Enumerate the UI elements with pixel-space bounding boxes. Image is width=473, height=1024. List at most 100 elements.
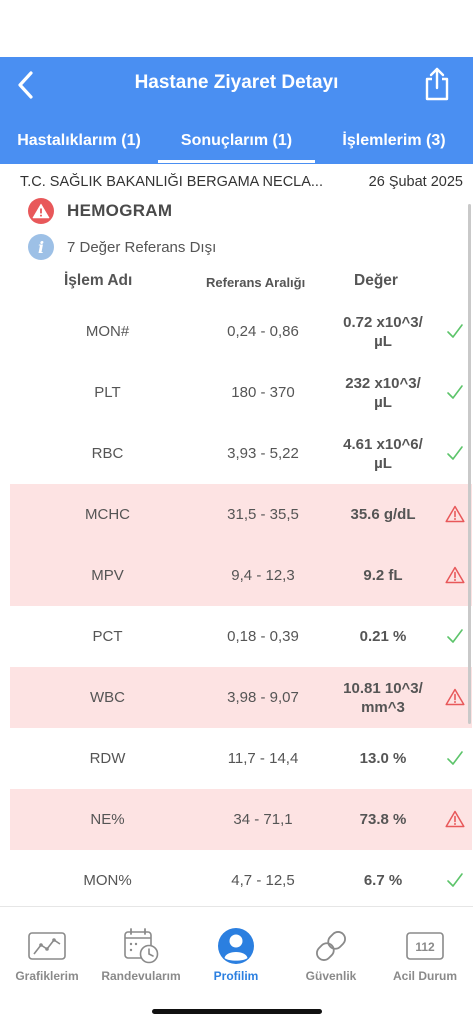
- check-icon: [447, 385, 463, 399]
- nav-item-profile[interactable]: Profilim: [189, 925, 283, 987]
- warning-triangle-icon: [445, 810, 465, 828]
- test-name: NE%: [90, 811, 125, 828]
- test-name: PCT: [92, 628, 123, 645]
- nav-label: Randevularım: [101, 969, 181, 983]
- value-line-1: 6.7 %: [363, 872, 403, 889]
- value-line-1: 232 x10^3/: [345, 374, 421, 392]
- results-content[interactable]: T.C. SAĞLIK BAKANLIĞI BERGAMA NECLA... 2…: [0, 164, 473, 906]
- emergency-badge-text: 112: [415, 940, 435, 954]
- status-icon: [443, 624, 467, 648]
- test-name: MON#: [85, 323, 130, 340]
- status-icon: [443, 380, 467, 404]
- calendar-clock-icon: [121, 925, 161, 967]
- table-row[interactable]: MON# 0,24 - 0,86 0.72 x10^3/µL: [10, 301, 472, 362]
- visit-info: T.C. SAĞLIK BAKANLIĞI BERGAMA NECLA... 2…: [20, 174, 463, 194]
- test-value: 35.6 g/dL: [328, 484, 438, 545]
- table-row[interactable]: NE% 34 - 71,1 73.8 %: [10, 789, 472, 850]
- reference-range: 0,18 - 0,39: [227, 628, 299, 645]
- value-line-1: 0.72 x10^3/: [343, 313, 423, 331]
- status-bar: [0, 0, 473, 57]
- test-name: RBC: [91, 445, 124, 462]
- value-line-1: 4.61 x10^6/: [343, 435, 423, 453]
- test-value: 0.72 x10^3/µL: [328, 301, 438, 362]
- table-row[interactable]: PCT 0,18 - 0,39 0.21 %: [10, 606, 472, 667]
- test-value: 0.21 %: [328, 606, 438, 667]
- status-icon: [443, 685, 467, 709]
- nav-item-security[interactable]: Güvenlik: [284, 925, 378, 987]
- warning-triangle-icon: [445, 688, 465, 706]
- scrollbar[interactable]: [468, 204, 471, 724]
- tab-procedures[interactable]: İşlemlerim (3): [342, 131, 446, 149]
- status-icon: [443, 441, 467, 465]
- test-value: 10.81 10^3/mm^3: [328, 667, 438, 728]
- tab-diseases[interactable]: Hastalıklarım (1): [17, 131, 141, 149]
- nav-label: Grafiklerim: [15, 969, 79, 983]
- value-line-2: µL: [374, 332, 392, 350]
- link-icon: [311, 925, 351, 967]
- column-header-name: İşlem Adı: [64, 272, 133, 289]
- table-row[interactable]: PLT 180 - 370 232 x10^3/µL: [10, 362, 472, 423]
- test-group-header: HEMOGRAM: [28, 198, 172, 224]
- table-row[interactable]: RBC 3,93 - 5,22 4.61 x10^6/µL: [10, 423, 472, 484]
- test-name: MPV: [91, 567, 124, 584]
- check-icon: [447, 629, 463, 643]
- value-line-1: 73.8 %: [359, 811, 407, 828]
- test-name: RDW: [89, 750, 126, 767]
- test-value: 13.0 %: [328, 728, 438, 789]
- check-icon: [447, 446, 463, 460]
- table-row[interactable]: MPV 9,4 - 12,3 9.2 fL: [10, 545, 472, 606]
- app-header: Hastane Ziyaret Detayı Hastalıklarım (1)…: [0, 57, 473, 164]
- value-line-2: µL: [374, 393, 392, 411]
- test-name: PLT: [94, 384, 121, 401]
- reference-range: 3,93 - 5,22: [227, 445, 299, 462]
- check-icon: [447, 751, 463, 765]
- status-icon: [443, 807, 467, 831]
- status-icon: [443, 563, 467, 587]
- emergency-112-icon: 112: [405, 925, 445, 967]
- nav-item-charts[interactable]: Grafiklerim: [0, 925, 94, 987]
- chevron-left-icon: [18, 71, 33, 99]
- warning-triangle-icon: [445, 566, 465, 584]
- reference-range: 3,98 - 9,07: [227, 689, 299, 706]
- profile-icon: [216, 925, 256, 967]
- table-row[interactable]: WBC 3,98 - 9,07 10.81 10^3/mm^3: [10, 667, 472, 728]
- test-value: 4.61 x10^6/µL: [328, 423, 438, 484]
- status-icon: [443, 319, 467, 343]
- share-icon: [425, 67, 449, 101]
- value-line-1: 13.0 %: [359, 750, 407, 767]
- info-icon: i: [28, 234, 54, 260]
- reference-range: 4,7 - 12,5: [231, 872, 295, 889]
- table-row[interactable]: MON% 4,7 - 12,5 6.7 %: [10, 850, 472, 906]
- home-indicator: [152, 1009, 322, 1014]
- check-icon: [447, 873, 463, 887]
- test-name: MCHC: [85, 506, 130, 523]
- test-value: 73.8 %: [328, 789, 438, 850]
- nav-item-appointments[interactable]: Randevularım: [94, 925, 188, 987]
- test-name: MON%: [83, 872, 132, 889]
- table-row[interactable]: RDW 11,7 - 14,4 13.0 %: [10, 728, 472, 789]
- test-group-title: HEMOGRAM: [67, 201, 173, 220]
- value-line-1: 10.81 10^3/: [343, 679, 423, 697]
- nav-label: Güvenlik: [305, 969, 357, 983]
- nav-item-emergency[interactable]: 112 Acil Durum: [378, 925, 472, 987]
- value-line-1: 9.2 fL: [363, 567, 403, 584]
- table-row[interactable]: MCHC 31,5 - 35,5 35.6 g/dL: [10, 484, 472, 545]
- share-button[interactable]: [419, 65, 455, 103]
- nav-label: Profilim: [213, 969, 259, 983]
- reference-range: 0,24 - 0,86: [227, 323, 299, 340]
- tab-results[interactable]: Sonuçlarım (1): [180, 131, 293, 149]
- test-value: 9.2 fL: [328, 545, 438, 606]
- out-of-range-summary: i 7 Değer Referans Dışı: [28, 234, 216, 260]
- chart-icon: [27, 925, 67, 967]
- visit-date: 26 Şubat 2025: [368, 174, 463, 190]
- check-icon: [447, 324, 463, 338]
- back-button[interactable]: [8, 67, 44, 103]
- hospital-name: T.C. SAĞLIK BAKANLIĞI BERGAMA NECLA...: [20, 174, 323, 190]
- bottom-navigation: Grafiklerim Randevularım: [0, 906, 473, 1024]
- value-line-1: 0.21 %: [359, 628, 407, 645]
- nav-label: Acil Durum: [392, 969, 457, 983]
- page-title: Hastane Ziyaret Detayı: [134, 72, 339, 93]
- test-value: 232 x10^3/µL: [328, 362, 438, 423]
- column-header-reference: Referans Aralığı: [206, 275, 306, 290]
- out-of-range-count: 7 Değer Referans Dışı: [67, 238, 217, 256]
